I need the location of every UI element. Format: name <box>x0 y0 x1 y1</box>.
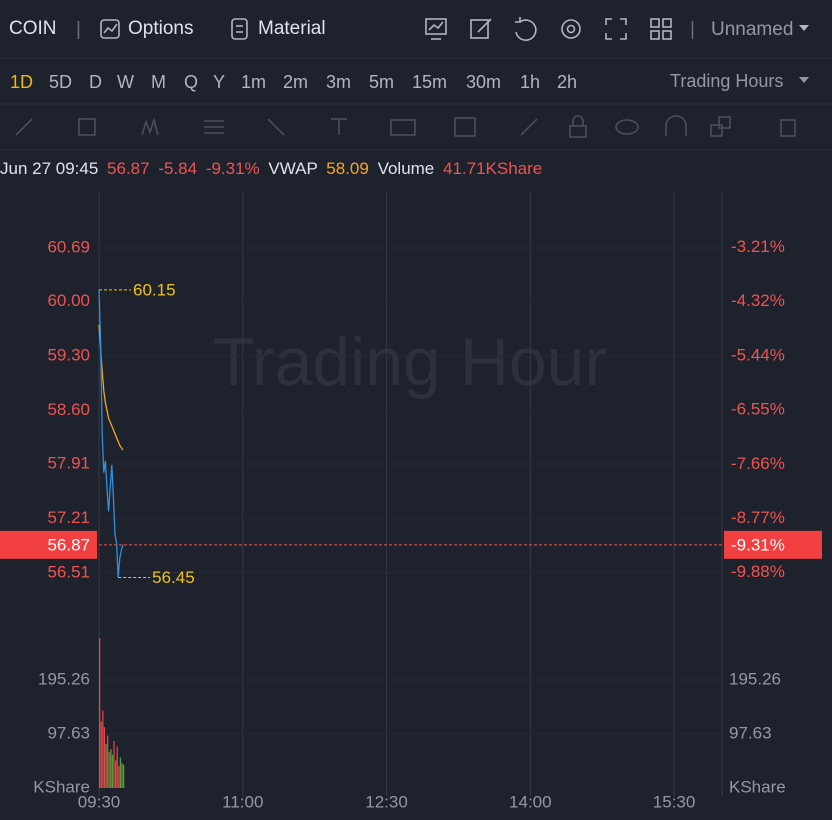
volume-bar <box>121 763 123 788</box>
period-button[interactable]: 30m <box>466 72 501 92</box>
layout-name[interactable]: Unnamed <box>711 19 793 40</box>
info-volume-label: Volume <box>378 159 435 178</box>
separator: | <box>76 19 81 40</box>
volume-bar <box>99 638 101 788</box>
volume-tick-label: 97.63 <box>47 723 90 742</box>
y2-tick-label: -3.21% <box>731 237 785 256</box>
info-price: 56.87 <box>107 159 150 178</box>
period-button[interactable]: 3m <box>326 72 351 92</box>
period-button[interactable]: 2h <box>557 72 577 92</box>
options-icon <box>100 19 120 39</box>
x-tick-label: 11:00 <box>222 792 263 811</box>
layout-icon[interactable] <box>650 18 672 40</box>
y2-tick-label: -4.32% <box>731 291 785 310</box>
symbol[interactable]: COIN <box>9 18 57 39</box>
high-label: 60.15 <box>133 280 176 299</box>
volume-bar <box>114 760 117 788</box>
volume-bar <box>105 743 107 788</box>
x-tick-label: 14:00 <box>509 792 552 811</box>
draw-icon[interactable] <box>470 18 492 39</box>
last-price-badge <box>0 530 97 559</box>
volume-bar <box>119 757 122 788</box>
plot: 09:30 11:00 12:30 14:00 15:30 56.51 57.21 57.91… <box>0 192 822 811</box>
volume-bar <box>102 710 104 788</box>
x-tick-label: 15:30 <box>653 792 696 811</box>
info-change-pct: -9.31% <box>206 159 260 178</box>
y-tick-label: 56.51 <box>47 562 90 581</box>
period-button[interactable]: 2m <box>283 72 308 92</box>
info-vwap-label: VWAP <box>268 159 317 178</box>
volume-bar <box>100 721 102 788</box>
dropdown-caret <box>799 77 809 83</box>
volume-bar <box>106 735 109 788</box>
y-tick-label: 59.30 <box>47 345 90 364</box>
y2-tick-label: -6.55% <box>731 400 785 419</box>
period-button[interactable]: 1D <box>10 72 33 92</box>
low-label: 56.45 <box>152 568 195 587</box>
y-tick-label: 60.00 <box>47 291 90 310</box>
period-button[interactable]: M <box>151 72 166 92</box>
period-bar: 1D 5D D W M Q Y 1m 2m 3m 5m 15m 30m 1h 2h <box>10 72 577 92</box>
volume-tick-label: KShare <box>33 777 90 796</box>
info-date: Jun 27 09:45 <box>0 159 98 178</box>
volume-bar <box>108 752 110 788</box>
volume-tick-label: 195.26 <box>729 669 781 688</box>
period-button[interactable]: 1m <box>241 72 266 92</box>
material-button[interactable]: Material <box>258 18 326 39</box>
price-line <box>98 324 124 451</box>
info-change: -5.84 <box>158 159 197 178</box>
volume-bar <box>118 765 120 788</box>
period-button[interactable]: 1h <box>520 72 540 92</box>
volume-bar <box>122 764 125 788</box>
session-select[interactable]: Trading Hours <box>670 71 783 91</box>
volume-bar <box>103 727 106 788</box>
period-button[interactable]: Y <box>213 72 225 92</box>
fullscreen-icon[interactable] <box>605 18 627 40</box>
volume-bar <box>116 746 118 788</box>
info-vwap: 58.09 <box>326 159 369 178</box>
x-tick-label: 12:30 <box>365 792 408 811</box>
refresh-icon[interactable] <box>515 17 537 41</box>
period-button[interactable]: 5D <box>49 72 72 92</box>
volume-bar <box>111 754 114 788</box>
period-button[interactable]: W <box>117 72 134 92</box>
dropdown-caret <box>799 25 809 31</box>
period-button[interactable]: 5m <box>369 72 394 92</box>
volume-tick-label: 195.26 <box>38 669 90 688</box>
volume-tick-label: 97.63 <box>729 723 772 742</box>
y-tick-label: 57.21 <box>47 508 90 527</box>
indicator-icon[interactable] <box>425 18 447 40</box>
y2-tick-label: -7.66% <box>731 454 785 473</box>
y2-tick-label: -5.44% <box>731 346 785 365</box>
last-pct-label: -9.31% <box>731 535 785 554</box>
period-button[interactable]: Q <box>184 72 198 92</box>
drawing-tools <box>15 115 796 138</box>
separator: | <box>690 19 695 40</box>
volume-bar <box>113 740 115 788</box>
period-button[interactable]: D <box>89 72 102 92</box>
x-tick-label: 09:30 <box>78 792 121 811</box>
info-volume: 41.71KShare <box>443 159 542 178</box>
y-tick-label: 58.60 <box>47 400 90 419</box>
settings-icon[interactable] <box>561 19 581 39</box>
volume-tick-label: KShare <box>729 777 786 796</box>
y-tick-label: 60.69 <box>47 237 90 256</box>
last-pct-badge <box>724 530 822 559</box>
y2-tick-label: -8.77% <box>731 508 785 527</box>
y2-tick-label: -9.88% <box>731 562 785 581</box>
material-icon <box>231 18 248 40</box>
watermark: Trading Hour <box>213 324 607 400</box>
volume-bar <box>110 749 112 788</box>
period-button[interactable]: 15m <box>412 72 447 92</box>
info-line: Jun 27 09:45 56.87 -5.84 -9.31% VWAP 58.… <box>0 159 542 178</box>
options-button[interactable]: Options <box>128 18 193 39</box>
price-line <box>98 289 124 578</box>
last-price-label: 56.87 <box>47 535 90 554</box>
y-tick-label: 57.91 <box>47 453 90 472</box>
